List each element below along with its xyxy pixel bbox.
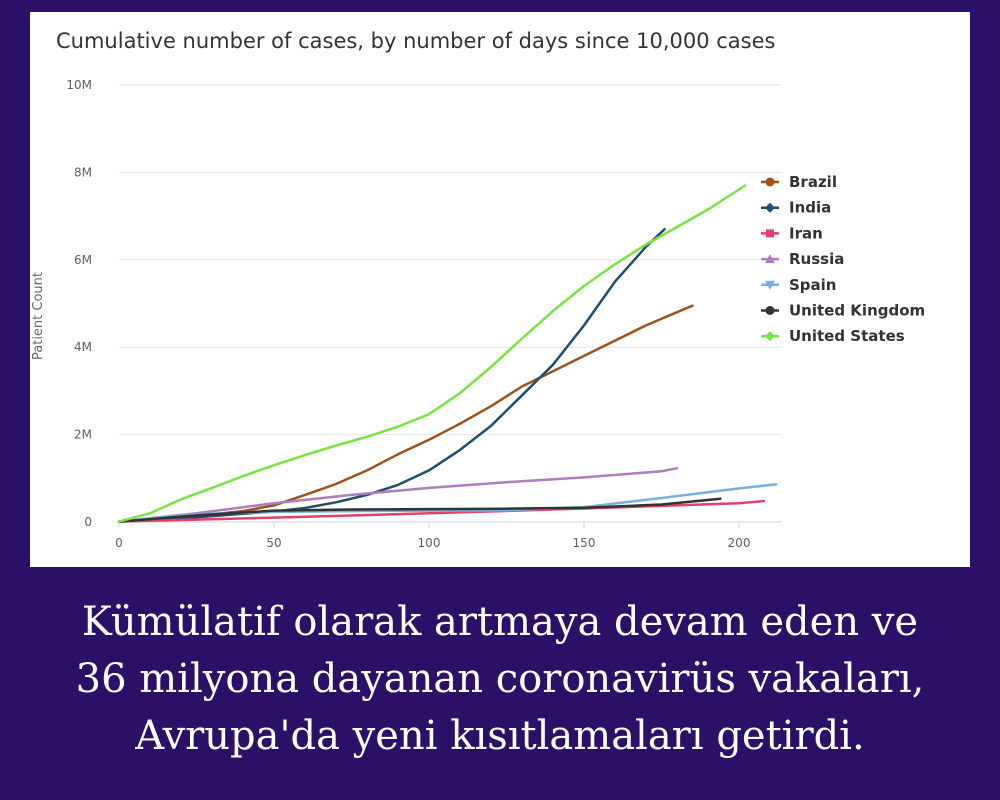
legend-marker-icon — [765, 202, 775, 213]
x-tick-label: 0 — [115, 536, 123, 550]
legend-marker-icon — [766, 229, 774, 238]
legend-label: United States — [789, 327, 905, 345]
legend-label: Spain — [789, 276, 836, 294]
legend-item-united-states[interactable]: United States — [761, 327, 905, 345]
y-tick-label: 4M — [74, 340, 92, 354]
legend-marker-icon — [765, 331, 775, 342]
legend-marker-icon — [765, 280, 775, 290]
x-tick-label: 100 — [418, 536, 441, 550]
y-tick-label: 8M — [74, 165, 92, 179]
legend-item-iran[interactable]: Iran — [761, 224, 823, 242]
legend-item-spain[interactable]: Spain — [761, 276, 836, 294]
y-tick-label: 6M — [74, 253, 92, 267]
series-lines — [117, 184, 778, 523]
y-axis-ticks: 0 2M 4M 6M 8M 10M — [66, 78, 92, 529]
x-tick-label: 150 — [573, 536, 596, 550]
legend-item-russia[interactable]: Russia — [761, 250, 844, 268]
chart-title: Cumulative number of cases, by number of… — [56, 29, 775, 53]
legend-marker-icon — [765, 254, 775, 264]
x-axis-ticks: 0 50 100 150 200 — [115, 521, 782, 550]
legend-item-brazil[interactable]: Brazil — [761, 173, 837, 191]
series-line-russia[interactable] — [117, 466, 679, 523]
legend-label: Iran — [789, 224, 823, 242]
legend-label: Brazil — [789, 173, 837, 191]
legend-item-united-kingdom[interactable]: United Kingdom — [761, 302, 925, 320]
series-line-brazil[interactable] — [117, 304, 694, 523]
legend-label: India — [789, 199, 831, 217]
legend-marker-icon — [765, 177, 775, 187]
caption-line-3: Avrupa'da yeni kısıtlamaları getirdi. — [135, 713, 865, 759]
series-line-united-kingdom[interactable] — [117, 497, 722, 523]
caption-line-2: 36 milyona dayanan coronavirüs vakaları, — [75, 656, 925, 702]
y-tick-label: 2M — [74, 428, 92, 442]
x-tick-label: 50 — [266, 536, 281, 550]
y-axis-label: Patient Count — [31, 272, 46, 360]
legend-label: Russia — [789, 250, 844, 268]
line-chart: Cumulative number of cases, by number of… — [31, 29, 925, 550]
y-tick-label: 0 — [84, 515, 92, 529]
series-line-united-states[interactable] — [117, 184, 747, 523]
legend: Brazil India Iran Russia Spain United Kingdom… — [761, 173, 925, 345]
caption-line-1: Kümülatif olarak artmaya devam eden ve — [81, 599, 919, 645]
legend-label: United Kingdom — [789, 302, 925, 320]
y-tick-label: 10M — [66, 78, 92, 92]
legend-marker-icon — [765, 306, 775, 315]
x-tick-label: 200 — [728, 536, 751, 550]
legend-item-india[interactable]: India — [761, 199, 831, 217]
caption: Kümülatif olarak artmaya devam eden ve 3… — [0, 594, 1000, 765]
chart-panel: Cumulative number of cases, by number of… — [30, 12, 970, 567]
